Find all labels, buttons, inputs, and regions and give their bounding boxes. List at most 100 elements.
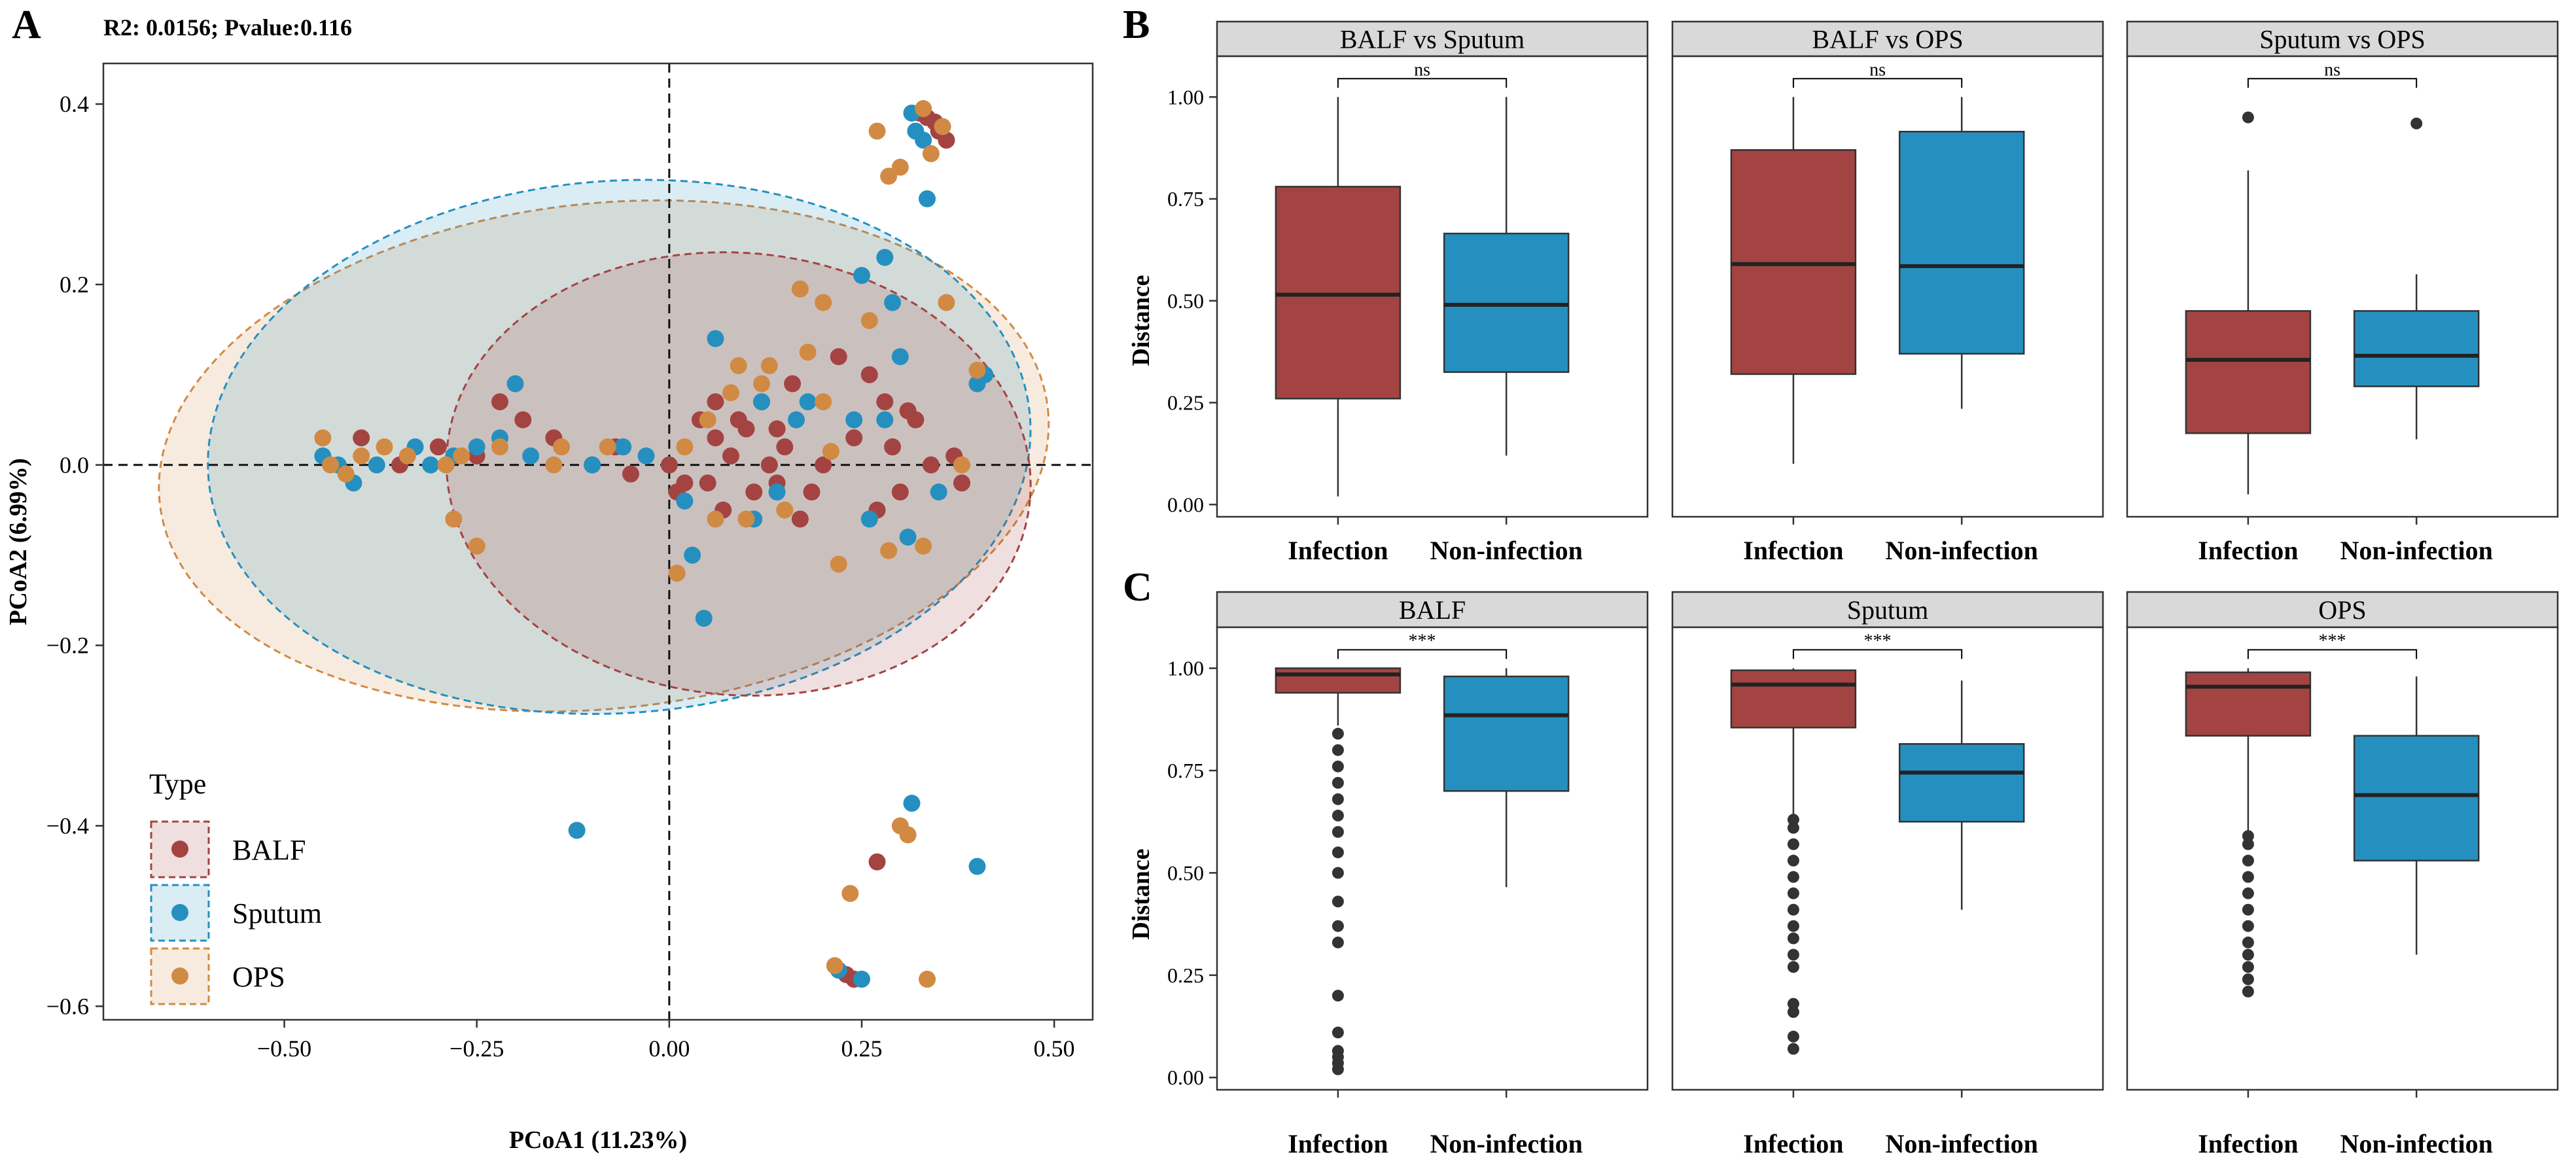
point-balf xyxy=(830,348,847,366)
point-balf xyxy=(884,438,902,456)
point-ops xyxy=(880,167,898,185)
outlier-point xyxy=(1332,760,1344,773)
x-tick-label: −0.50 xyxy=(257,1035,311,1062)
point-ops xyxy=(880,542,898,559)
outlier-point xyxy=(1787,932,1799,945)
panel-c-facets: 0.00 0.25 0.50 0.75 1.00 BALF *** Infection Non-… xyxy=(1167,591,2559,1158)
point-ops xyxy=(915,537,932,555)
box-body xyxy=(1275,186,1402,400)
outlier-point xyxy=(1332,895,1344,908)
point-balf xyxy=(622,465,640,483)
point-ops xyxy=(760,357,778,375)
outlier-point xyxy=(1332,920,1344,932)
point-sputum xyxy=(468,438,485,456)
box-infection xyxy=(1275,667,1402,1075)
point-ops xyxy=(553,438,571,456)
point-ops xyxy=(776,501,794,519)
point-sputum xyxy=(676,492,694,510)
legend-label-sputum: Sputum xyxy=(232,897,322,930)
point-balf xyxy=(707,393,724,411)
y-tick-label: 0.00 xyxy=(1167,493,1204,516)
point-ops xyxy=(676,438,694,456)
significance-label: *** xyxy=(1409,631,1436,651)
panel-a: A R2: 0.0156; Pvalue:0.116 −0.50 −0.25 0.0… xyxy=(5,3,1094,1154)
outlier-point xyxy=(2242,871,2254,883)
panel-b-letter: B xyxy=(1123,3,1150,47)
plot-border xyxy=(102,62,1094,1021)
point-ops xyxy=(922,145,940,162)
point-ops xyxy=(915,99,932,117)
box-body xyxy=(2353,310,2480,387)
point-ops xyxy=(353,447,370,464)
box-body xyxy=(1730,149,1857,375)
point-balf xyxy=(803,483,820,501)
outlier-point xyxy=(1332,809,1344,822)
outlier-point xyxy=(2242,854,2254,867)
point-sputum xyxy=(799,393,817,411)
outlier-point xyxy=(1332,776,1344,789)
outlier-point xyxy=(1787,961,1799,973)
point-sputum xyxy=(876,249,894,266)
significance-label: ns xyxy=(1869,60,1886,80)
category-label: Non-infection xyxy=(1886,536,2038,565)
panel-c: C Distance 0.00 0.25 0.50 0.75 1.00 BALF *** In… xyxy=(1123,565,2559,1158)
point-ops xyxy=(737,510,755,528)
outlier-point xyxy=(1787,838,1799,850)
outlier-point xyxy=(1787,920,1799,932)
point-ops xyxy=(491,438,508,456)
outlier-point xyxy=(2242,830,2254,843)
outlier-point xyxy=(2242,903,2254,916)
x-tick-label: 0.50 xyxy=(1034,1035,1075,1062)
point-ops xyxy=(753,375,771,392)
facet-plot-area xyxy=(2126,55,2559,518)
outlier-point xyxy=(1787,948,1799,961)
point-ops xyxy=(707,510,724,528)
point-sputum xyxy=(903,794,921,812)
point-ops xyxy=(468,537,485,555)
point-balf xyxy=(707,429,724,447)
significance-label: ns xyxy=(1414,60,1430,80)
y-tick-label: 0.00 xyxy=(1167,1066,1204,1089)
y-tick-label: 1.00 xyxy=(1167,657,1204,680)
box-infection xyxy=(1730,97,1857,464)
box-body xyxy=(1443,232,1570,374)
point-balf xyxy=(845,429,863,447)
point-ops xyxy=(668,565,686,582)
point-ops xyxy=(891,158,909,176)
y-tick-label: 0.0 xyxy=(60,452,89,478)
box-body xyxy=(1898,131,2025,355)
point-ops xyxy=(437,456,455,474)
x-axis-ticks: −0.50 −0.25 0.00 0.25 0.50 xyxy=(257,1020,1075,1062)
point-sputum xyxy=(860,510,878,528)
point-sputum xyxy=(968,858,986,875)
facet-title: OPS xyxy=(2318,595,2366,625)
point-sputum xyxy=(614,438,632,456)
point-balf xyxy=(768,420,786,438)
category-label: Non-infection xyxy=(1430,536,1583,565)
point-balf xyxy=(730,411,747,428)
category-label: Infection xyxy=(2198,536,2298,565)
outlier-point xyxy=(1787,887,1799,899)
legend-label-balf: BALF xyxy=(232,834,306,866)
point-ops xyxy=(545,456,563,474)
panel-a-letter: A xyxy=(12,3,41,47)
box-infection xyxy=(2185,111,2312,495)
outlier-point xyxy=(1332,936,1344,948)
point-sputum xyxy=(853,267,871,285)
box-body xyxy=(1898,743,2025,823)
category-label: Non-infection xyxy=(1430,1129,1583,1158)
point-balf xyxy=(429,438,447,456)
point-balf xyxy=(722,447,739,464)
outlier-point xyxy=(1332,793,1344,805)
point-ops xyxy=(968,361,986,379)
legend-point-sputum xyxy=(171,904,188,921)
significance-bracket xyxy=(1337,649,1508,659)
facet: Sputum vs OPS ns Infection Non-infection xyxy=(2126,20,2559,565)
point-sputum xyxy=(930,483,947,501)
point-sputum xyxy=(568,822,586,839)
point-ops xyxy=(934,118,951,135)
point-sputum xyxy=(684,546,701,564)
point-sputum xyxy=(853,970,871,988)
point-balf xyxy=(760,456,778,474)
